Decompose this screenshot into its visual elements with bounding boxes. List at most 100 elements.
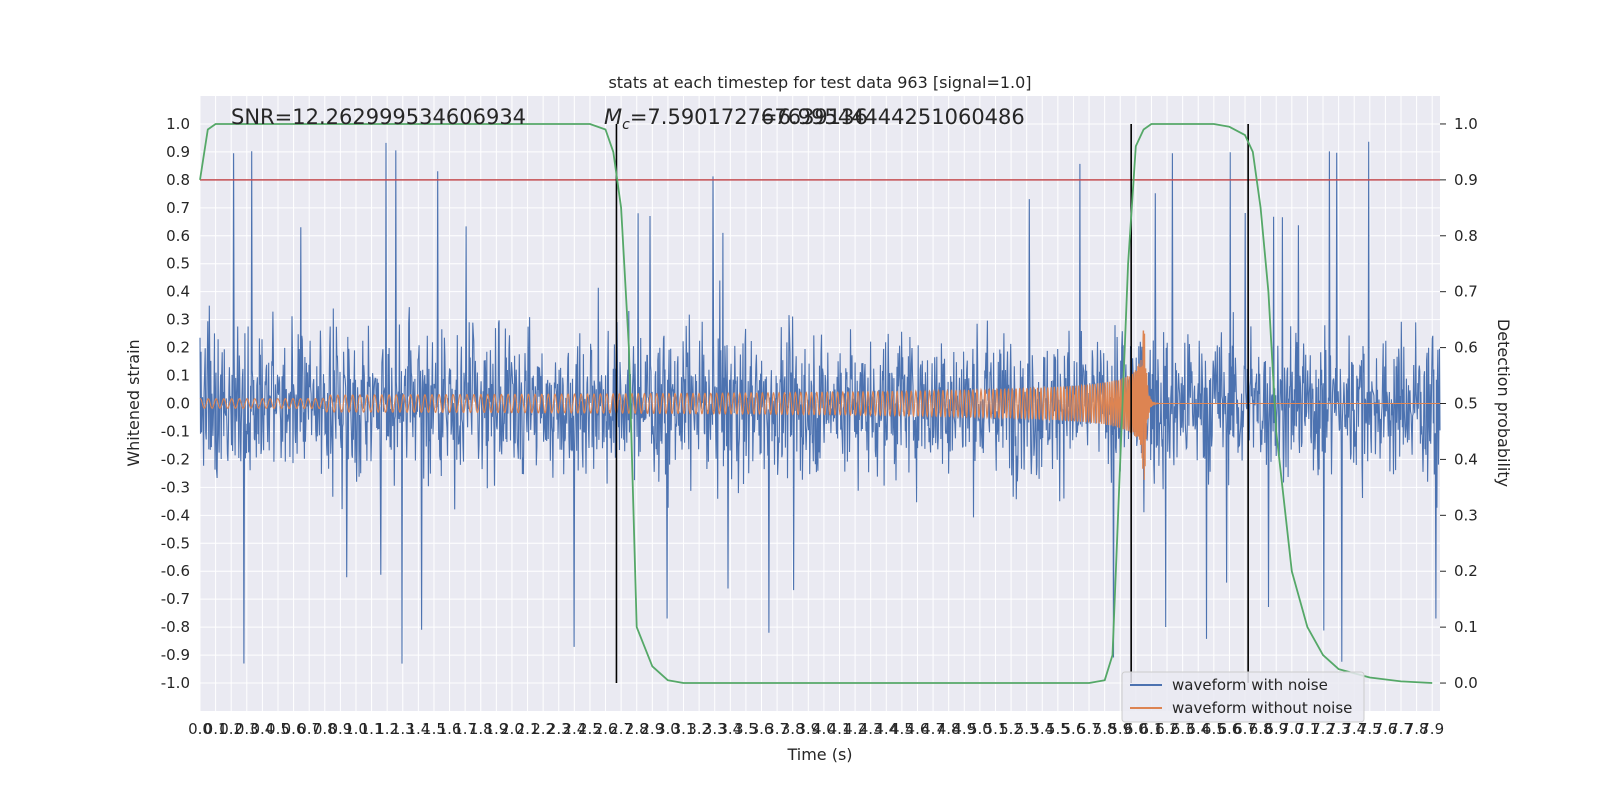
x-tick-label: 3.2 xyxy=(687,720,711,738)
x-tick-label: 3.1 xyxy=(672,720,696,738)
x-tick-label: 5.1 xyxy=(984,720,1008,738)
y-tick-label: 0.1 xyxy=(166,367,190,385)
y-tick-label: -0.7 xyxy=(161,590,190,608)
mc-overlap-annotation: =6.99544444251060486 xyxy=(760,105,1025,129)
x-tick-label: 1.8 xyxy=(469,720,493,738)
x-tick-label: 0.3 xyxy=(235,720,259,738)
y-tick-label: 1.0 xyxy=(166,115,190,133)
x-tick-label: 4.7 xyxy=(921,720,945,738)
x-tick-label: 4.1 xyxy=(828,720,852,738)
x-tick-label: 2.7 xyxy=(609,720,633,738)
y-tick-label: 0.8 xyxy=(166,171,190,189)
series-waveform-without-noise xyxy=(199,330,1440,480)
x-tick-label: 6.0 xyxy=(1124,720,1148,738)
snr-annotation: SNR=12.262999534606934 xyxy=(231,105,526,129)
y-tick-label: -0.5 xyxy=(161,534,190,552)
y-tick-label: 0.5 xyxy=(166,255,190,273)
x-tick-label: 4.0 xyxy=(812,720,836,738)
x-tick-label: 5.3 xyxy=(1015,720,1039,738)
x-tick-label: 3.9 xyxy=(796,720,820,738)
y2-tick-label: 0.4 xyxy=(1454,450,1478,468)
x-tick-label: 0.0 xyxy=(188,720,212,738)
x-tick-label: 3.0 xyxy=(656,720,680,738)
x-tick-label: 0.7 xyxy=(297,720,321,738)
x-tick-label: 6.8 xyxy=(1249,720,1273,738)
x-tick-label: 2.6 xyxy=(594,720,618,738)
x-tick-label: 6.7 xyxy=(1233,720,1257,738)
probability-line xyxy=(199,123,1433,684)
x-tick-label: 3.4 xyxy=(718,720,742,738)
x-tick-label: 0.4 xyxy=(250,720,274,738)
x-tick-label: 1.7 xyxy=(453,720,477,738)
x-tick-label: 5.0 xyxy=(968,720,992,738)
x-tick-label: 4.4 xyxy=(874,720,898,738)
chart-title: stats at each timestep for test data 963… xyxy=(608,73,1031,92)
x-tick-label: 1.0 xyxy=(344,720,368,738)
x-tick-label: 2.8 xyxy=(625,720,649,738)
x-tick-label: 5.8 xyxy=(1093,720,1117,738)
y-tick-label: 0.2 xyxy=(166,339,190,357)
x-tick-label: 6.1 xyxy=(1140,720,1164,738)
x-tick-label: 5.2 xyxy=(999,720,1023,738)
x-tick-label: 7.5 xyxy=(1358,720,1382,738)
y2-tick-label: 0.6 xyxy=(1454,339,1478,357)
y2-tick-label: 0.9 xyxy=(1454,171,1478,189)
x-tick-label: 5.6 xyxy=(1062,720,1086,738)
x-tick-label: 7.8 xyxy=(1405,720,1429,738)
x-tick-label: 0.8 xyxy=(313,720,337,738)
y2-tick-label: 0.8 xyxy=(1454,227,1478,245)
x-tick-label: 4.2 xyxy=(843,720,867,738)
y2-axis-label: Detection probability xyxy=(1494,319,1513,487)
x-tick-label: 7.3 xyxy=(1327,720,1351,738)
y2-tick-label: 0.5 xyxy=(1454,395,1478,413)
x-tick-label: 6.4 xyxy=(1186,720,1210,738)
y-tick-label: 0.3 xyxy=(166,311,190,329)
x-tick-label: 6.3 xyxy=(1171,720,1195,738)
y-tick-label: 0.7 xyxy=(166,199,190,217)
y2-tick-label: 1.0 xyxy=(1454,115,1478,133)
clean-waveform-line xyxy=(199,330,1440,480)
y-tick-label: 0.9 xyxy=(166,143,190,161)
y-tick-label: -1.0 xyxy=(161,674,190,692)
x-tick-label: 3.8 xyxy=(781,720,805,738)
y2-tick-label: 0.0 xyxy=(1454,674,1478,692)
x-tick-label: 2.4 xyxy=(562,720,586,738)
y-tick-label: 0.4 xyxy=(166,283,190,301)
x-tick-label: 6.6 xyxy=(1218,720,1242,738)
x-tick-label: 3.6 xyxy=(750,720,774,738)
x-tick-label: 3.5 xyxy=(734,720,758,738)
mc-symbol: M xyxy=(604,105,622,129)
x-tick-label: 4.9 xyxy=(952,720,976,738)
x-tick-label: 1.1 xyxy=(360,720,384,738)
y-tick-label: -0.9 xyxy=(161,646,190,664)
series-waveform-with-noise xyxy=(199,141,1441,664)
x-tick-label: 4.3 xyxy=(859,720,883,738)
y-tick-label: -0.3 xyxy=(161,478,190,496)
x-tick-label: 2.1 xyxy=(516,720,540,738)
y-tick-label: 0.0 xyxy=(166,395,190,413)
x-tick-label: 0.5 xyxy=(266,720,290,738)
x-tick-label: 1.9 xyxy=(484,720,508,738)
y2-tick-label: 0.1 xyxy=(1454,618,1478,636)
y-tick-label: -0.1 xyxy=(161,422,190,440)
y-tick-label: -0.4 xyxy=(161,506,190,524)
x-tick-label: 7.2 xyxy=(1311,720,1335,738)
x-tick-label: 2.5 xyxy=(578,720,602,738)
x-tick-label: 3.3 xyxy=(703,720,727,738)
x-tick-label: 0.1 xyxy=(204,720,228,738)
x-tick-label: 4.8 xyxy=(937,720,961,738)
series-detection-probability xyxy=(199,123,1433,684)
y2-tick-label: 0.3 xyxy=(1454,506,1478,524)
y-tick-label: -0.2 xyxy=(161,450,190,468)
x-tick-label: 1.3 xyxy=(391,720,415,738)
x-tick-label: 5.5 xyxy=(1046,720,1070,738)
legend-box xyxy=(1121,671,1365,723)
y2-tick-label: 0.2 xyxy=(1454,562,1478,580)
mc-annotation: Mc=7.590172767639136 xyxy=(604,105,868,133)
legend-noise-label: waveform with noise xyxy=(1172,676,1328,694)
x-tick-label: 6.9 xyxy=(1264,720,1288,738)
y-tick-label: 0.6 xyxy=(166,227,190,245)
x-tick-label: 4.6 xyxy=(906,720,930,738)
y-axis-label: Whitened strain xyxy=(124,339,143,466)
